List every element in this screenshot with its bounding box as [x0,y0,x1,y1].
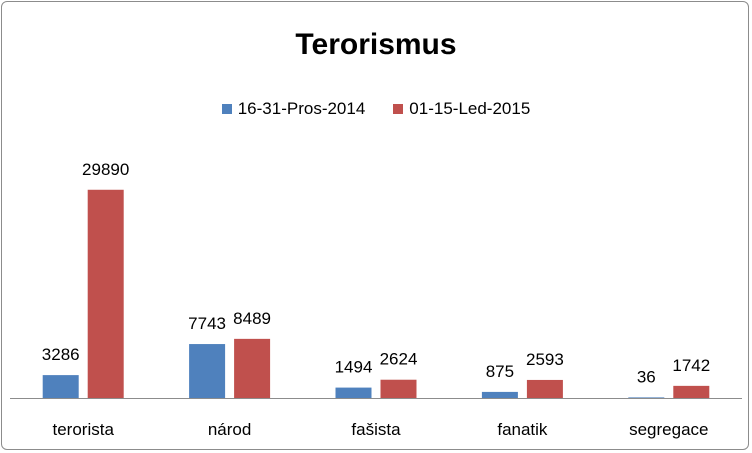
x-tick-label-3: fašista [351,420,401,439]
legend-item-series-2: 01-15-Led-2015 [393,99,530,119]
data-label-2-5: 1742 [672,356,710,375]
bar-1-5 [628,397,665,398]
data-label-2-1: 29890 [82,160,129,179]
legend-label-series-2: 01-15-Led-2015 [409,99,531,118]
bar-2-2 [234,338,271,398]
legend-label-series-1: 16-31-Pros-2014 [237,99,366,118]
data-label-1-1: 3286 [42,345,80,364]
bar-2-4 [526,379,563,398]
chart-legend: 16-31-Pros-2014 01-15-Led-2015 [0,99,752,119]
bar-1-2 [189,344,226,398]
x-tick-label-2: národ [208,420,251,439]
bar-1-3 [335,387,372,398]
data-label-1-5: 36 [637,367,656,386]
bar-2-1 [87,189,124,398]
data-label-1-4: 875 [486,362,514,381]
chart-title: Terorismus [295,28,457,61]
x-tick-label-5: segregace [629,420,708,439]
data-label-1-3: 1494 [335,358,373,377]
bar-2-5 [673,385,710,398]
legend-swatch-series-2 [393,104,404,114]
bar-1-4 [481,391,518,398]
x-tick-label-4: fanatik [497,420,548,439]
data-label-1-2: 7743 [188,314,226,333]
data-label-2-2: 8489 [233,309,271,328]
data-label-2-3: 2624 [380,350,418,369]
data-label-2-4: 2593 [526,350,564,369]
x-tick-label-1: terorista [52,420,114,439]
bar-1-1 [42,375,79,398]
legend-swatch-series-1 [221,104,232,114]
bar-2-3 [380,379,417,398]
legend-item-series-1: 16-31-Pros-2014 [221,99,366,119]
